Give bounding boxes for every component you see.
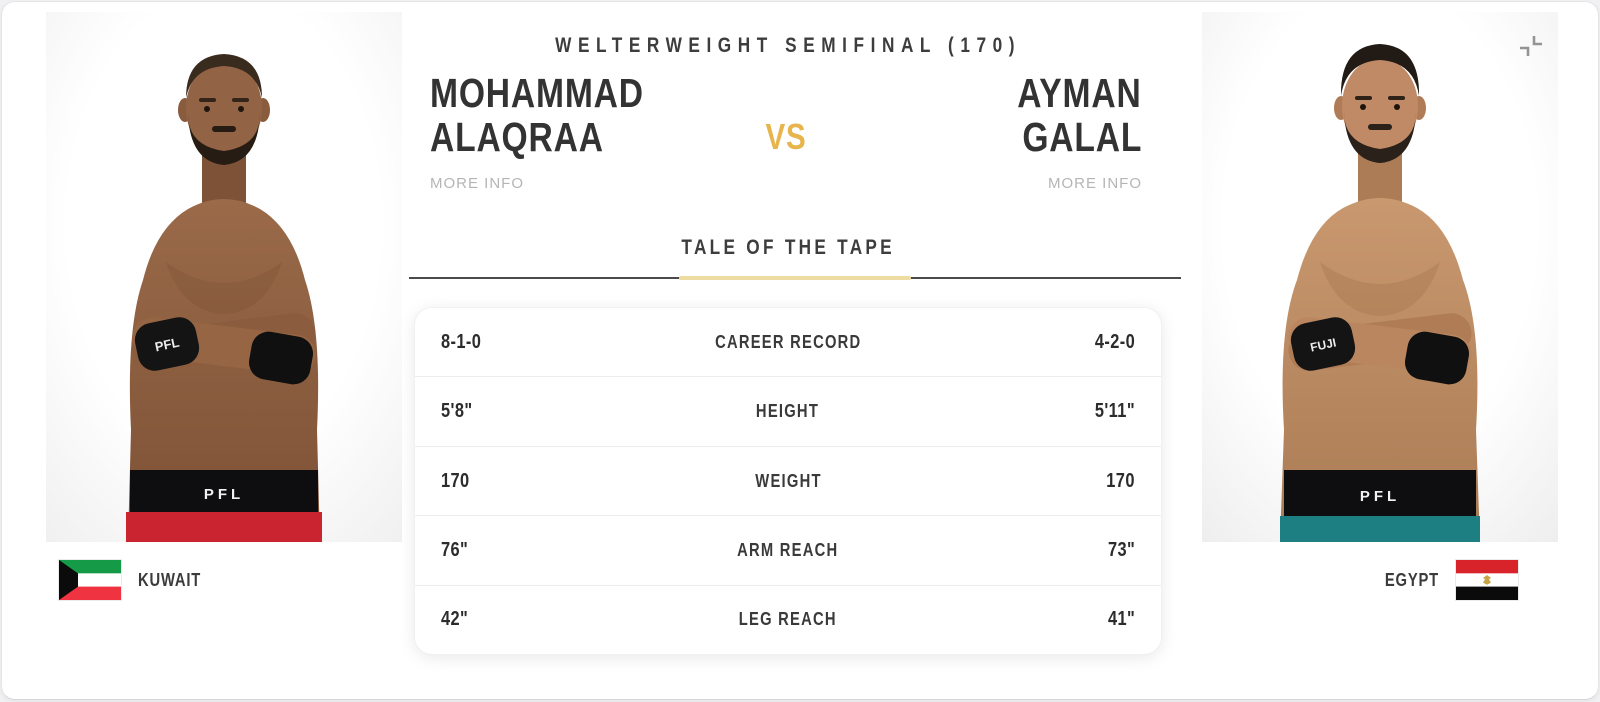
event-title: WELTERWEIGHT SEMIFINAL (170) [555, 34, 1021, 57]
stat-label: LEG REACH [738, 609, 837, 630]
stat-left-value: 170 [441, 469, 470, 492]
country-left: KUWAIT [59, 560, 215, 600]
beard [188, 114, 260, 165]
stat-label: ARM REACH [737, 539, 839, 560]
stat-label: HEIGHT [756, 401, 820, 422]
stat-row-height: 5'8" HEIGHT 5'11" [415, 376, 1161, 445]
stat-row-arm-reach: 76" ARM REACH 73" [415, 515, 1161, 584]
stat-right-value: 5'11" [1094, 400, 1135, 423]
shorts [126, 512, 322, 542]
stat-right-value: 73" [1107, 538, 1135, 561]
waistband-logo: PFL [1360, 488, 1400, 505]
svg-text:FUJI: FUJI [1309, 335, 1337, 354]
stat-left-value: 42" [441, 608, 469, 631]
gold-underline [679, 276, 911, 280]
hair [1340, 44, 1420, 96]
fighter-name-left: MOHAMMAD ALAQRAA [430, 70, 644, 160]
vs-label: VS [765, 116, 807, 157]
stat-right-value: 170 [1106, 469, 1135, 492]
glove-right [248, 331, 314, 385]
tale-of-the-tape-card: 8-1-0 CAREER RECORD 4-2-0 5'8" HEIGHT 5'… [414, 307, 1162, 655]
stat-label: WEIGHT [754, 470, 822, 491]
waistband-logo: PFL [204, 486, 244, 503]
country-right: EGYPT [1373, 560, 1518, 600]
stat-right-value: 41" [1107, 608, 1135, 631]
stat-right-value: 4-2-0 [1094, 330, 1135, 353]
matchup-center-column: WELTERWEIGHT SEMIFINAL (170) MOHAMMAD AL… [409, 2, 1181, 699]
fighter-names-row: MOHAMMAD ALAQRAA MORE INFO VS AYMAN GALA… [430, 70, 1142, 193]
more-info-link-right[interactable]: MORE INFO [1048, 174, 1142, 192]
stat-row-leg-reach: 42" LEG REACH 41" [415, 584, 1161, 654]
egypt-flag-icon [1456, 560, 1518, 600]
stat-row-weight: 170 WEIGHT 170 [415, 445, 1161, 515]
glove-left: PFL [134, 317, 200, 371]
fighter-photo-left: PFL PFL [46, 12, 402, 542]
beard [1344, 112, 1416, 163]
egypt-eagle [1483, 575, 1491, 585]
country-label-right: EGYPT [1384, 569, 1439, 590]
svg-text:PFL: PFL [154, 335, 181, 355]
more-info-link-left[interactable]: MORE INFO [430, 174, 524, 192]
glove-right [1404, 331, 1470, 385]
hair [186, 54, 262, 98]
glove-left: FUJI [1290, 317, 1356, 371]
fighter-name-right: AYMAN GALAL [1017, 70, 1142, 160]
kuwait-flag-icon [59, 560, 121, 600]
fighter-photo-right: FUJI PFL [1202, 12, 1558, 542]
tale-of-the-tape-title: TALE OF THE TAPE [681, 236, 895, 259]
section-divider [409, 276, 1181, 280]
stat-left-value: 76" [441, 538, 469, 561]
stat-label: CAREER RECORD [714, 331, 862, 352]
stat-left-value: 5'8" [441, 400, 473, 423]
waistband [130, 470, 318, 514]
stat-left-value: 8-1-0 [441, 330, 482, 353]
expand-icon[interactable] [1517, 32, 1545, 60]
waistband [1284, 470, 1476, 516]
stat-row-career-record: 8-1-0 CAREER RECORD 4-2-0 [415, 308, 1161, 376]
shorts [1280, 516, 1480, 542]
country-label-left: KUWAIT [138, 569, 202, 590]
